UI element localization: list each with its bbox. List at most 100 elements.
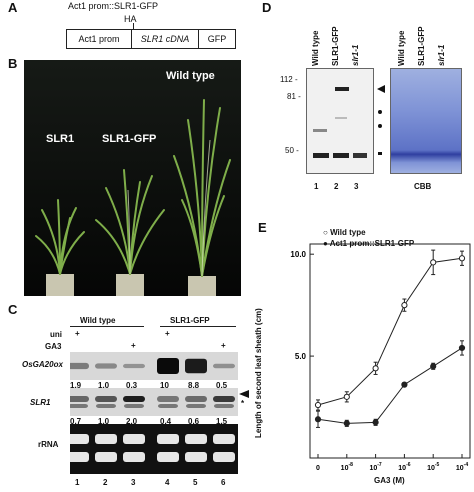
data-point xyxy=(401,381,408,388)
rrna-band xyxy=(67,452,89,462)
gene-label-slr1: SLR1 xyxy=(30,398,51,407)
panel-d-label: D xyxy=(262,0,272,15)
construct-title: Act1 prom::SLR1-GFP xyxy=(68,1,159,11)
panel-a-label: A xyxy=(8,0,18,15)
lane-header-wild-type: Wild type xyxy=(311,30,320,66)
rrna-label: rRNA xyxy=(38,440,59,449)
blot-band-lower xyxy=(214,404,234,408)
osga20ox-value: 0.3 xyxy=(126,381,138,390)
blot-band xyxy=(157,358,179,374)
rrna-gel xyxy=(67,424,238,474)
data-point xyxy=(372,365,379,372)
rrna-band xyxy=(67,434,89,444)
slr1-value: 1.0 xyxy=(98,417,110,426)
slr1-value: 2.0 xyxy=(126,417,138,426)
x-tick-label: 10-4 xyxy=(456,462,468,472)
lane-number: 6 xyxy=(221,478,226,487)
y-tick-label: 10.0 xyxy=(290,250,306,259)
slr1-value: 1.5 xyxy=(216,417,228,426)
plant-label-wild-type: Wild type xyxy=(166,70,215,82)
growth-chart: 5.0 10.0 0 10-8 10-7 10-6 10-5 10-4 xyxy=(290,243,471,472)
lane-number: 5 xyxy=(193,478,198,487)
blot-band xyxy=(185,396,207,402)
data-point xyxy=(343,393,350,400)
group-header-slr1-gfp: SLR1-GFP xyxy=(170,316,210,325)
osga20ox-value: 10 xyxy=(160,381,169,390)
legend-slr1-gfp: ● Act1 prom::SLR1-GFP xyxy=(323,239,415,248)
dash-marker xyxy=(378,152,382,155)
ha-tag-tick xyxy=(133,23,134,29)
lane-header-slr1-1: slr1-1 xyxy=(351,44,360,66)
blot-band xyxy=(95,396,117,402)
ga-mark: + xyxy=(131,341,136,350)
lane-number-d: 2 xyxy=(334,182,339,191)
dot-marker-2 xyxy=(378,124,382,128)
rrna-band xyxy=(123,452,145,462)
group-line-slr1-gfp xyxy=(160,326,236,327)
uni-mark: + xyxy=(75,329,80,338)
rrna-band xyxy=(95,452,117,462)
data-point xyxy=(458,344,466,352)
panel-b-label: B xyxy=(8,56,18,71)
osga20ox-value: 1.0 xyxy=(98,381,110,390)
blot-band xyxy=(67,396,89,402)
data-point xyxy=(314,401,322,409)
slr1-value: 0.7 xyxy=(70,417,82,426)
blot-band xyxy=(213,396,235,402)
rrna-band xyxy=(185,452,207,462)
blot-band-lower xyxy=(186,404,206,408)
western-blot xyxy=(306,68,374,174)
plant-label-slr1-gfp: SLR1-GFP xyxy=(102,133,157,145)
data-point xyxy=(430,363,437,370)
lane-number-d: 3 xyxy=(354,182,359,191)
arrowhead-d-icon xyxy=(377,85,385,93)
blot-band-lower xyxy=(96,404,116,408)
panel-e-label: E xyxy=(258,220,267,235)
slr1-value: 0.4 xyxy=(160,417,172,426)
data-point xyxy=(343,420,350,427)
data-point xyxy=(372,419,379,426)
x-tick-label: 10-8 xyxy=(341,462,353,472)
series-line xyxy=(317,257,463,406)
blot-band xyxy=(123,396,145,402)
rrna-band xyxy=(95,434,117,444)
blot-band xyxy=(157,396,179,402)
data-point xyxy=(401,302,408,309)
band-star: * xyxy=(241,399,245,408)
lane-number-d: 1 xyxy=(314,182,319,191)
construct-segment-gfp: GFP xyxy=(198,29,236,49)
panel-c-label: C xyxy=(8,302,18,317)
x-tick-label: 0 xyxy=(316,465,320,472)
rrna-band xyxy=(185,434,207,444)
rrna-band xyxy=(157,434,179,444)
blot-band xyxy=(95,363,117,369)
legend-wild-type: ○ Wild type xyxy=(323,228,366,237)
dot-marker-1 xyxy=(378,110,382,114)
plant-illustration xyxy=(24,60,241,296)
data-point xyxy=(430,259,437,266)
lane-number: 2 xyxy=(103,478,108,487)
uni-mark: + xyxy=(165,329,170,338)
marker-81: 81 - xyxy=(287,92,301,101)
x-tick-label: 10-6 xyxy=(398,462,410,472)
group-line-wild-type xyxy=(70,326,144,327)
blot-band-lower xyxy=(68,404,88,408)
data-point xyxy=(458,255,466,262)
row-label-uni: uni xyxy=(50,330,62,339)
y-tick-label: 5.0 xyxy=(295,352,307,361)
arrowhead-icon xyxy=(239,390,249,398)
rrna-band xyxy=(213,452,235,462)
data-point xyxy=(314,416,322,423)
osga20ox-value: 0.5 xyxy=(216,381,228,390)
blot-band xyxy=(185,358,207,374)
lane-number: 4 xyxy=(165,478,170,487)
plant-photo: SLR1 SLR1-GFP Wild type xyxy=(24,60,241,296)
blot-band xyxy=(67,362,89,370)
series-line xyxy=(317,347,463,424)
gene-label-osga20ox: OsGA20ox xyxy=(22,360,63,369)
x-axis-label: GA3 (M) xyxy=(374,476,405,485)
construct-segment-promoter: Act1 prom xyxy=(66,29,132,49)
rrna-band xyxy=(123,434,145,444)
lane-number: 1 xyxy=(75,478,80,487)
cbb-header-wild-type: Wild type xyxy=(397,30,406,66)
